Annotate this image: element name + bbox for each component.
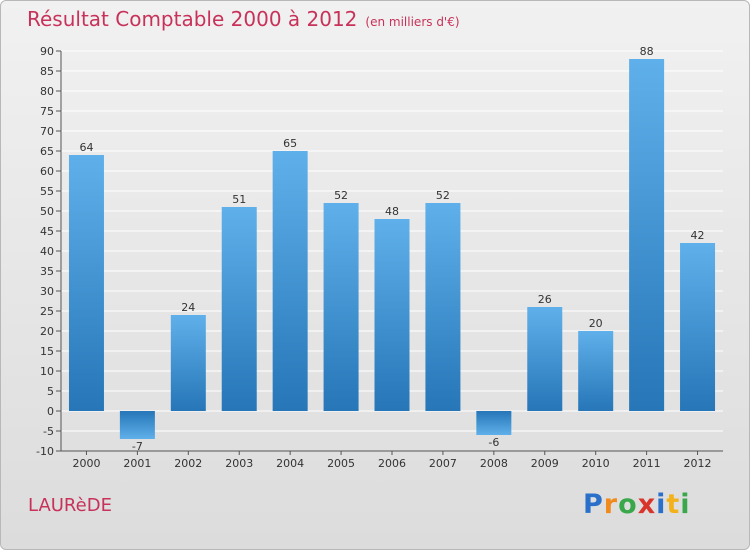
y-tick-label: 90 <box>40 45 54 58</box>
x-tick-label-2007: 2007 <box>429 457 457 470</box>
proxiti-logo: Proxiti <box>583 489 691 520</box>
value-label-2001: -7 <box>132 440 143 453</box>
value-label-2005: 52 <box>334 189 348 202</box>
x-tick-label-2008: 2008 <box>480 457 508 470</box>
logo-letter: i <box>656 489 667 520</box>
x-tick-label-2006: 2006 <box>378 457 406 470</box>
x-tick-label-2002: 2002 <box>174 457 202 470</box>
bar-chart: -10 -5 0 5 10 15 20 25 30 35 40 45 50 55 60 65 70 75 80 85 9… <box>36 45 723 470</box>
x-tick-label-2012: 2012 <box>684 457 712 470</box>
y-tick-label: 75 <box>40 105 54 118</box>
y-tick-label: 30 <box>40 285 54 298</box>
x-tick-label-2005: 2005 <box>327 457 355 470</box>
bar-2010 <box>578 331 614 411</box>
logo-letter: t <box>666 489 681 520</box>
value-label-2007: 52 <box>436 189 450 202</box>
logo-letter: P <box>583 489 604 520</box>
y-tick-label: 60 <box>40 165 54 178</box>
y-tick-label: 45 <box>40 225 54 238</box>
value-label-2010: 20 <box>589 317 603 330</box>
value-label-2009: 26 <box>538 293 552 306</box>
value-label-2012: 42 <box>691 229 705 242</box>
bar-2004 <box>272 151 308 411</box>
y-tick-label: 50 <box>40 205 54 218</box>
bar-2001 <box>119 411 155 439</box>
value-label-2004: 65 <box>283 137 297 150</box>
y-tick-label: 70 <box>40 125 54 138</box>
x-tick-label-2000: 2000 <box>72 457 100 470</box>
y-tick-label: 10 <box>40 365 54 378</box>
chart-title: Résultat Comptable 2000 à 2012 (en millie… <box>27 7 460 31</box>
value-label-2006: 48 <box>385 205 399 218</box>
logo-letter: r <box>603 489 619 520</box>
logo-letter: o <box>618 489 638 520</box>
y-tick-label: -5 <box>43 425 54 438</box>
y-tick-label: 85 <box>40 65 54 78</box>
value-label-2003: 51 <box>232 193 246 206</box>
bar-2005 <box>323 203 359 411</box>
x-tick-label-2004: 2004 <box>276 457 304 470</box>
y-tick-label: 25 <box>40 305 54 318</box>
x-tick-label-2003: 2003 <box>225 457 253 470</box>
chart-subtitle: (en milliers d'€) <box>365 15 460 29</box>
value-label-2002: 24 <box>181 301 195 314</box>
bar-2007 <box>425 203 461 411</box>
value-label-2008: -6 <box>488 436 499 449</box>
x-tick-label-2009: 2009 <box>531 457 559 470</box>
bar-2003 <box>221 207 257 411</box>
commune-name: LAURèDE <box>28 495 112 516</box>
x-tick-label-2011: 2011 <box>633 457 661 470</box>
value-label-2000: 64 <box>79 141 93 154</box>
y-tick-label: 65 <box>40 145 54 158</box>
y-tick-label: 20 <box>40 325 54 338</box>
bar-2008 <box>476 411 512 435</box>
y-tick-label: 40 <box>40 245 54 258</box>
bar-2009 <box>527 307 563 411</box>
y-tick-label: 55 <box>40 185 54 198</box>
y-tick-label: 15 <box>40 345 54 358</box>
y-tick-label: -10 <box>36 445 54 458</box>
value-label-2011: 88 <box>640 45 654 58</box>
logo-letter: x <box>637 489 657 520</box>
x-tick-label-2001: 2001 <box>123 457 151 470</box>
y-tick-label: 0 <box>47 405 54 418</box>
bar-2011 <box>629 59 665 411</box>
bar-2000 <box>68 155 104 411</box>
x-tick-label-2010: 2010 <box>582 457 610 470</box>
bar-2012 <box>680 243 716 411</box>
bar-2006 <box>374 219 410 411</box>
y-tick-label: 80 <box>40 85 54 98</box>
y-tick-label: 5 <box>47 385 54 398</box>
logo-letter: i <box>680 489 691 520</box>
y-tick-label: 35 <box>40 265 54 278</box>
bar-2002 <box>170 315 206 411</box>
